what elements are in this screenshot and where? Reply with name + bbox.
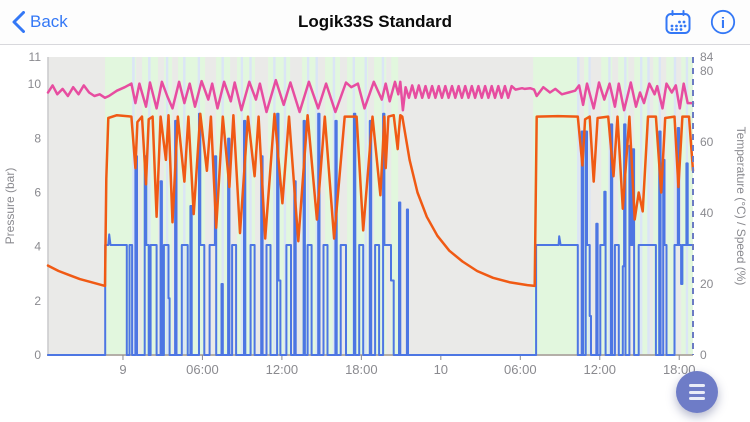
left-tick-label: 0 <box>34 348 41 362</box>
idle-stripe <box>612 57 619 355</box>
event-stripe <box>165 57 169 355</box>
back-label: Back <box>30 12 68 31</box>
event-stripe <box>577 57 580 355</box>
x-tick-label: 12:00 <box>266 362 299 377</box>
right-tick-label: 0 <box>700 348 707 362</box>
back-button[interactable]: Back <box>8 0 72 44</box>
left-tick-label: 4 <box>34 240 41 254</box>
x-tick-label: 18:00 <box>345 362 378 377</box>
idle-stripe <box>205 57 217 355</box>
event-stripe <box>332 57 336 355</box>
x-tick-label: 9 <box>119 362 126 377</box>
event-stripe <box>249 57 252 355</box>
event-stripe <box>283 57 287 355</box>
event-stripe <box>306 57 310 355</box>
nav-actions: i <box>662 0 738 44</box>
right-tick-label: 40 <box>700 206 714 220</box>
idle-stripe <box>136 57 143 355</box>
event-stripe <box>647 57 650 355</box>
idle-stripe <box>648 57 654 355</box>
fab-menu-button[interactable] <box>676 371 718 413</box>
left-tick-label: 8 <box>34 131 41 145</box>
x-tick-label: 10 <box>434 362 448 377</box>
x-tick-label: 12:00 <box>583 362 616 377</box>
series-pressure-line <box>46 112 695 288</box>
info-icon: i <box>710 9 736 35</box>
event-stripe <box>132 57 135 355</box>
back-chevron-icon <box>12 11 25 33</box>
idle-stripe <box>230 57 237 355</box>
calendar-icon <box>665 9 691 34</box>
left-tick-label: 6 <box>34 185 41 199</box>
left-tick-label: 10 <box>28 77 42 91</box>
x-tick-label: 06:00 <box>504 362 537 377</box>
idle-stripe <box>340 57 348 355</box>
left-tick-label: 11 <box>29 50 42 64</box>
right-tick-label: 20 <box>700 277 714 291</box>
idle-stripe <box>386 57 392 355</box>
event-stripe <box>588 57 591 355</box>
event-stripe <box>147 57 151 355</box>
svg-text:i: i <box>721 15 725 32</box>
left-tick-label: 2 <box>34 294 41 308</box>
x-tick-label: 06:00 <box>186 362 219 377</box>
right-axis-title: Temperature (°C) / Speed (%) <box>734 127 748 286</box>
right-tick-label: 60 <box>700 135 714 149</box>
menu-icon <box>689 384 705 400</box>
event-stripe <box>673 57 677 355</box>
idle-stripe <box>318 57 326 355</box>
series-temperature-line <box>46 78 695 114</box>
info-button[interactable]: i <box>708 7 738 37</box>
left-axis-title: Pressure (bar) <box>3 168 17 245</box>
right-tick-label: 84 <box>700 50 714 64</box>
calendar-button[interactable] <box>662 7 694 38</box>
page-title: Logik33S Standard <box>298 12 452 31</box>
event-stripe <box>608 57 611 355</box>
chart-area: 0 2 4 6 8 10 11 0 20 40 60 80 84 9 06:00 12:00 18:00 10 06… <box>0 45 750 385</box>
right-tick-label: 80 <box>700 64 714 78</box>
event-stripe <box>221 57 224 355</box>
navigation-bar: Back Logik33S Standard <box>0 0 750 45</box>
event-stripe <box>183 57 186 355</box>
idle-stripe <box>590 57 602 355</box>
event-stripe <box>273 57 276 355</box>
